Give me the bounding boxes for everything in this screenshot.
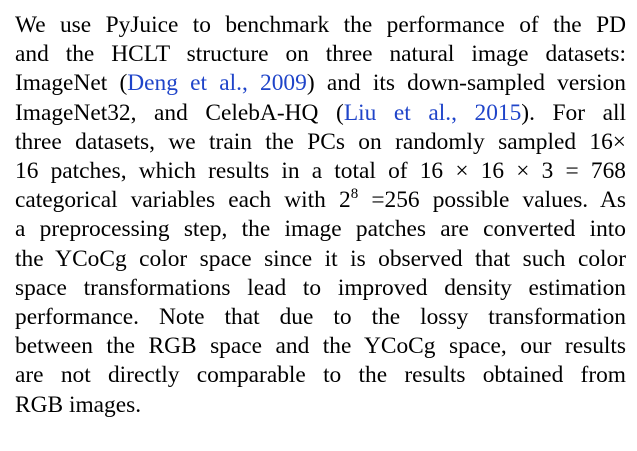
text-line: RGB images.: [15, 391, 626, 420]
text-run: and the HCLT structure on three natural …: [15, 41, 626, 68]
text-line: are not directly comparable to the resul…: [15, 361, 626, 390]
text-line: 16 patches, which results in a total of …: [15, 157, 626, 186]
text-line: space transformations lead to improved d…: [15, 274, 626, 303]
text-run: between the RGB space and the YCoCg spac…: [15, 333, 626, 360]
text-line: and the HCLT structure on three natural …: [15, 40, 626, 69]
text-line: three datasets, we train the PCs on rand…: [15, 128, 626, 157]
text-line: ImageNet (Deng et al., 2009) and its dow…: [15, 69, 626, 98]
superscript-exponent: 8: [350, 186, 359, 203]
text-run: 16 patches, which results in a total of …: [15, 158, 626, 185]
text-run: space transformations lead to improved d…: [15, 274, 626, 301]
citation-link[interactable]: Deng et al., 2009: [127, 70, 307, 97]
text-run: three datasets, we train the PCs on rand…: [15, 128, 626, 155]
text-line: We use PyJuice to benchmark the performa…: [15, 11, 626, 40]
text-run: categorical variables each with 2: [15, 187, 351, 214]
text-run: ). For all: [521, 99, 626, 126]
text-run: We use PyJuice to benchmark the performa…: [15, 12, 626, 38]
text-line: performance. Note that due to the lossy …: [15, 303, 626, 332]
text-line: ImageNet32, and CelebA-HQ (Liu et al., 2…: [15, 99, 626, 128]
body-paragraph: We use PyJuice to benchmark the performa…: [15, 11, 626, 420]
text-line: between the RGB space and the YCoCg spac…: [15, 332, 626, 361]
text-run: ImageNet (: [15, 70, 128, 97]
text-line: categorical variables each with 28 =256 …: [15, 186, 626, 215]
text-run: are not directly comparable to the resul…: [15, 362, 626, 389]
text-line: a preprocessing step, the image patches …: [15, 215, 626, 244]
text-run: ImageNet32, and CelebA-HQ (: [15, 99, 344, 126]
citation-link[interactable]: Liu et al., 2015: [343, 99, 522, 126]
text-run: a preprocessing step, the image patches …: [15, 216, 626, 243]
text-run: ) and its down-sampled version: [306, 70, 626, 97]
text-run: =256 possible values. As: [358, 187, 626, 214]
text-run: the YCoCg color space since it is observ…: [15, 245, 626, 272]
text-run: RGB images.: [15, 391, 142, 418]
text-run: performance. Note that due to the lossy …: [15, 304, 626, 331]
text-line: the YCoCg color space since it is observ…: [15, 245, 626, 274]
